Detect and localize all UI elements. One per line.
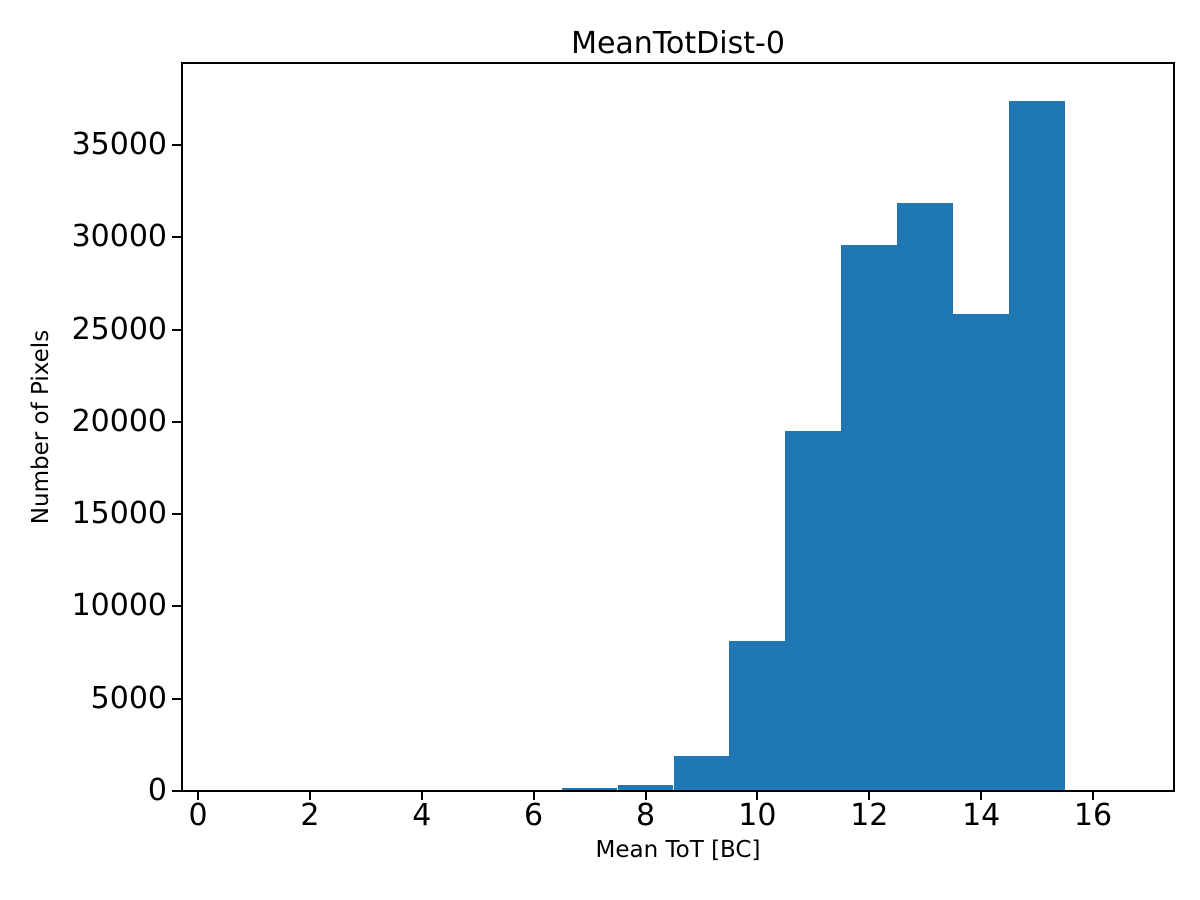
x-tick-mark xyxy=(308,792,311,800)
x-tick-label: 12 xyxy=(850,798,889,833)
y-tick-label: 35000 xyxy=(71,126,167,162)
y-tick-mark xyxy=(172,513,181,516)
histogram-bar xyxy=(617,784,674,790)
histogram-bar xyxy=(841,245,898,790)
y-tick-label: 10000 xyxy=(71,588,167,624)
x-tick-mark xyxy=(756,792,759,800)
chart-title: MeanTotDist-0 xyxy=(571,26,785,61)
y-tick-label: 20000 xyxy=(71,403,167,439)
plot-area xyxy=(181,62,1175,792)
y-tick-label: 5000 xyxy=(90,680,167,716)
y-tick-label: 30000 xyxy=(71,219,167,255)
x-tick-label: 16 xyxy=(1073,798,1113,833)
x-tick-mark xyxy=(532,792,535,800)
x-tick-label: 10 xyxy=(738,798,777,833)
histogram-bar xyxy=(785,431,842,790)
histogram-bar xyxy=(953,314,1010,790)
x-tick-label: 14 xyxy=(962,798,1001,833)
x-tick-mark xyxy=(197,792,199,800)
x-tick-label: 2 xyxy=(300,798,320,833)
y-tick-mark xyxy=(172,790,181,792)
histogram-bar xyxy=(1009,101,1065,790)
bars-layer xyxy=(183,64,1173,790)
x-tick-mark xyxy=(980,792,983,800)
x-tick-mark xyxy=(420,792,423,800)
y-tick-label: 15000 xyxy=(71,496,167,532)
x-tick-label: 4 xyxy=(412,798,432,833)
y-tick-label: 0 xyxy=(147,773,167,808)
x-tick-mark xyxy=(868,792,871,800)
x-tick-label: 6 xyxy=(524,798,544,833)
x-tick-mark xyxy=(644,792,647,800)
y-tick-mark xyxy=(172,236,181,239)
y-tick-mark xyxy=(172,328,181,331)
histogram-bar xyxy=(673,755,730,790)
y-tick-mark xyxy=(172,143,181,146)
x-tick-label: 8 xyxy=(635,798,656,833)
histogram-bar xyxy=(897,203,954,790)
x-axis-label: Mean ToT [BC] xyxy=(595,837,761,863)
y-tick-label: 25000 xyxy=(71,311,167,347)
x-tick-label: 0 xyxy=(188,798,208,833)
histogram-bar xyxy=(561,788,618,790)
y-tick-mark xyxy=(172,605,181,608)
y-tick-mark xyxy=(172,697,181,700)
histogram-bar xyxy=(729,641,786,790)
x-tick-mark xyxy=(1092,792,1094,800)
y-tick-mark xyxy=(172,420,181,423)
